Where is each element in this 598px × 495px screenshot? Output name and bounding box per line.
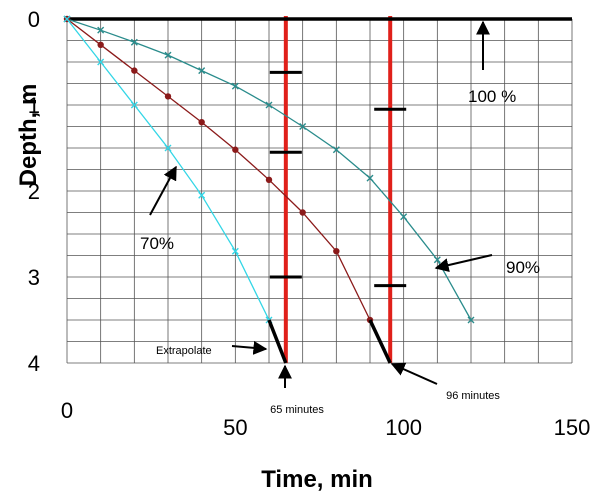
data-point: [63, 15, 71, 23]
y-tick-label: 2: [28, 179, 40, 204]
data-point: [332, 146, 340, 154]
annotation-label: 70%: [140, 234, 174, 253]
data-point: [231, 82, 239, 90]
annotation-arrow: [390, 362, 438, 385]
y-tick-label: 3: [28, 265, 40, 290]
y-tick-label: 4: [28, 351, 40, 376]
axis-tick-labels: 0 50 100 150 0 1 2 3 4: [28, 7, 591, 440]
data-point: [299, 123, 307, 130]
data-point: [299, 209, 306, 216]
data-point: [130, 101, 138, 109]
chart-grid: [66, 18, 573, 364]
annotation-arrow: [231, 340, 268, 355]
data-point: [97, 26, 105, 34]
x-tick-label: 50: [223, 415, 247, 440]
time-marker-label: 65 minutes: [270, 404, 324, 416]
extrapolation-segment: [267, 319, 288, 364]
y-axis-label: Depth, m: [15, 84, 42, 187]
data-point: [198, 191, 206, 199]
annotation-label: Extrapolate: [156, 345, 212, 357]
chart-annotations: 100 % 90% 70% Extrapolate 65 minutes 96 minut…: [140, 20, 540, 416]
x-axis-label: Time, min: [261, 466, 373, 493]
time-marker-lines: [269, 16, 407, 363]
data-point: [198, 119, 205, 126]
data-point: [198, 67, 206, 75]
annotation-arrow: [149, 165, 177, 216]
extrapolation-segment: [368, 319, 392, 364]
time-marker-label: 96 minutes: [446, 390, 500, 402]
data-point: [164, 93, 172, 100]
data-point: [366, 174, 374, 182]
series-line: [66, 18, 371, 321]
y-tick-label: 1: [28, 93, 40, 118]
data-point: [97, 58, 105, 66]
data-point: [164, 144, 172, 152]
x-tick-label: 0: [61, 398, 73, 423]
x-tick-label: 150: [554, 415, 591, 440]
data-point: [265, 176, 273, 184]
annotation-arrow: [434, 254, 493, 272]
data-point: [400, 213, 408, 221]
data-point: [467, 316, 475, 324]
data-point: [130, 38, 138, 46]
data-point: [333, 248, 340, 255]
data-point: [231, 247, 239, 255]
data-point: [265, 101, 273, 109]
x-tick-label: 100: [385, 415, 422, 440]
data-point: [164, 51, 172, 59]
chart-series: [63, 15, 572, 364]
y-tick-label: 0: [28, 7, 40, 32]
data-point: [131, 67, 138, 74]
annotation-label: 100 %: [468, 87, 516, 106]
annotation-label: 90%: [506, 258, 540, 277]
data-point: [97, 41, 104, 48]
data-point: [232, 146, 239, 153]
